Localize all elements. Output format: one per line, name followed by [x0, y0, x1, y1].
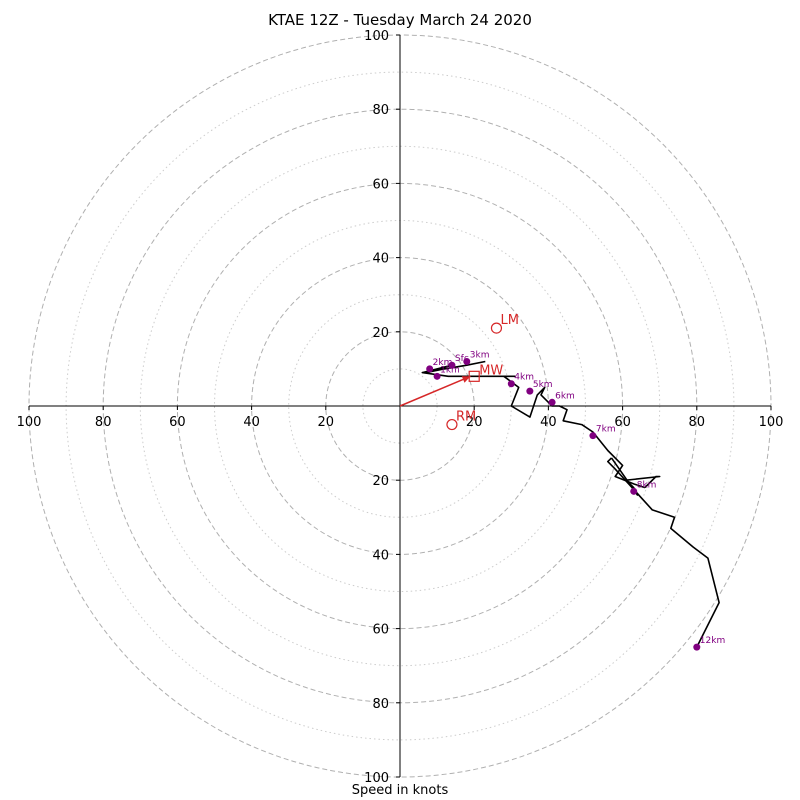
- tick-labels: 20 20 20 20 40 40 40 40 60 60 60 60 80 80 80 80 100 100 10…: [17, 29, 784, 786]
- tick-label-south-80: 80: [372, 697, 389, 712]
- height-marker-Sfc: [448, 361, 456, 369]
- tick-label-north-60: 60: [372, 177, 389, 192]
- x-axis-label: Speed in knots: [351, 783, 449, 798]
- storm-motion-arrow: [399, 375, 471, 407]
- tick-label-west-60: 60: [169, 415, 186, 430]
- height-label-1km: 1km: [440, 365, 460, 375]
- tick-label-south-100: 100: [364, 771, 389, 786]
- height-label-5km: 5km: [533, 380, 553, 390]
- chart-title: KTAE 12Z - Tuesday March 24 2020: [268, 11, 532, 29]
- tick-label-east-80: 80: [689, 415, 706, 430]
- storm-motion-markers: MW LM RM: [399, 313, 519, 431]
- tick-label-east-40: 40: [540, 415, 557, 430]
- left-mover-marker: [490, 322, 503, 334]
- right-mover-label: RM: [456, 410, 476, 425]
- hodograph-segment-5: [606, 457, 720, 648]
- height-label-Sfc: Sfc: [455, 354, 469, 364]
- height-label-12km: 12km: [700, 636, 725, 646]
- mean-wind-marker: [468, 370, 480, 382]
- height-marker-7km: [589, 432, 597, 440]
- hodograph-trace: [421, 360, 720, 648]
- height-label-6km: 6km: [555, 391, 575, 401]
- tick-label-east-60: 60: [614, 415, 631, 430]
- height-label-7km: 7km: [596, 425, 616, 435]
- tick-label-north-100: 100: [364, 29, 389, 44]
- tick-label-east-100: 100: [759, 415, 784, 430]
- height-marker-4km: [507, 380, 515, 388]
- storm-motion-arrowhead: [461, 376, 471, 383]
- tick-label-north-20: 20: [372, 326, 389, 341]
- tick-label-west-40: 40: [243, 415, 260, 430]
- height-marker-3km: [463, 357, 471, 365]
- right-mover-marker: [446, 418, 458, 431]
- tick-label-east-20: 20: [466, 415, 483, 430]
- left-mover-label: LM: [500, 313, 518, 328]
- height-label-2km: 2km: [433, 358, 453, 368]
- height-marker-12km: [693, 643, 701, 651]
- height-label-4km: 4km: [514, 373, 534, 383]
- height-marker-6km: [548, 398, 556, 406]
- tick-label-west-20: 20: [318, 415, 335, 430]
- hodograph-segment-2: [503, 375, 646, 489]
- tick-label-west-100: 100: [17, 415, 42, 430]
- height-marker-5km: [526, 387, 534, 395]
- height-marker-1km: [433, 372, 441, 380]
- mean-wind-label: MW: [479, 363, 503, 378]
- height-marker-2km: [426, 365, 434, 373]
- tick-label-south-20: 20: [372, 474, 389, 489]
- tick-label-west-80: 80: [95, 415, 112, 430]
- height-label-3km: 3km: [470, 350, 490, 360]
- tick-label-north-40: 40: [372, 252, 389, 267]
- tick-label-south-60: 60: [372, 623, 389, 638]
- height-marker-8km: [630, 487, 638, 495]
- tick-label-south-40: 40: [372, 548, 389, 563]
- height-label-8km: 8km: [637, 480, 657, 490]
- tick-label-north-80: 80: [372, 103, 389, 118]
